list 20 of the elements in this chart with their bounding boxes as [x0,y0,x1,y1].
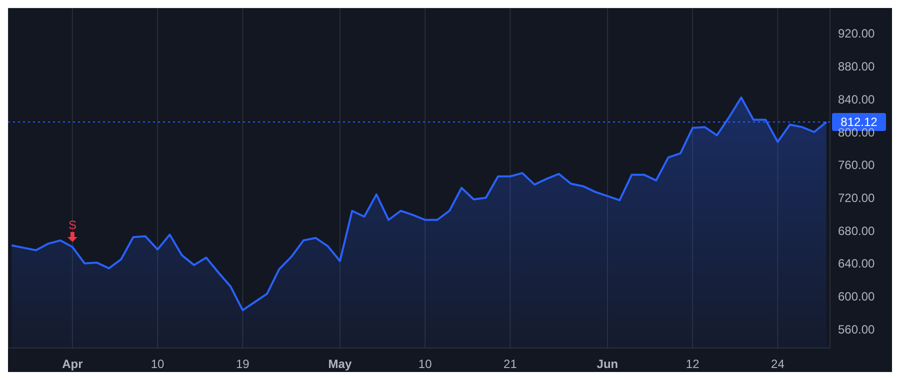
y-tick-label: 560.00 [838,322,876,336]
x-tick-label: 10 [418,357,432,371]
y-tick-label: 640.00 [838,256,876,271]
y-tick-label: 720.00 [838,190,876,205]
y-tick-label: 840.00 [838,92,876,106]
y-tick-label: 600.00 [838,290,876,304]
x-tick-label: 10 [150,357,165,371]
x-tick-label: Jun [596,357,618,371]
x-tick-label: 24 [771,357,785,371]
ref-line-label: 812.12 [840,115,878,130]
y-tick-label: 920.00 [838,26,876,41]
annotation: S [68,218,76,232]
x-tick-label: May [328,357,352,371]
x-tick-label: 19 [236,357,250,371]
x-tick-label: 12 [686,357,700,371]
x-tick-label: Apr [62,357,84,371]
x-tick-label: 21 [504,357,518,371]
y-tick-label: 680.00 [838,224,876,238]
y-tick-label: 880.00 [838,60,876,74]
y-tick-label: 760.00 [838,158,876,172]
